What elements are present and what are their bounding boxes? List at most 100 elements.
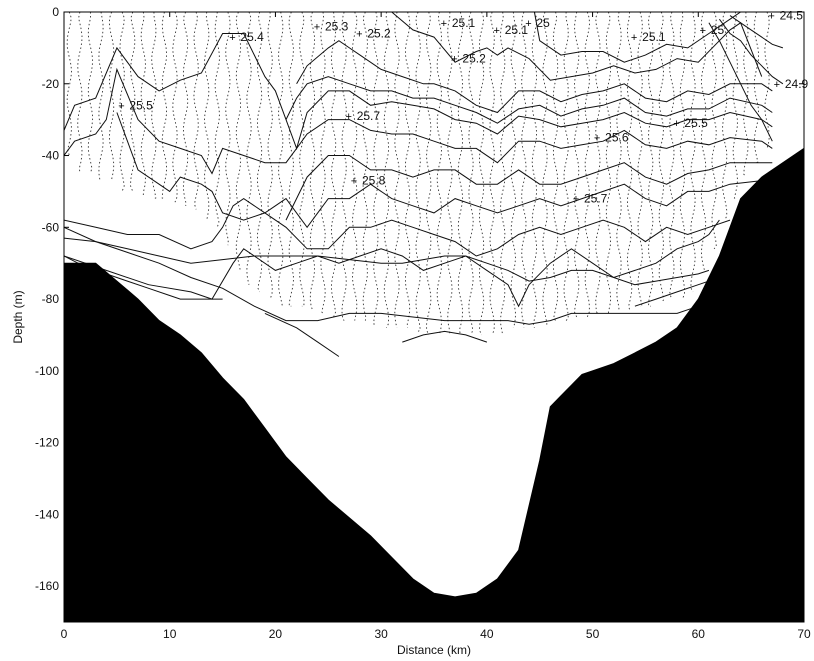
contour-label: 25.2 (462, 52, 486, 66)
cast-profile (670, 12, 674, 299)
x-tick-label: 30 (374, 627, 388, 641)
contour-line (64, 199, 730, 256)
cast-profile (173, 12, 177, 202)
contour-line (730, 16, 783, 48)
bathymetry (64, 148, 804, 622)
cast-profile (522, 12, 526, 328)
y-tick-label: -160 (35, 579, 59, 593)
cast-profile (723, 12, 727, 220)
contour-label-marker: + (441, 18, 447, 30)
x-tick-label: 70 (797, 627, 811, 641)
y-tick-label: -80 (42, 292, 60, 306)
contour-label-marker: + (118, 100, 124, 112)
x-tick-label: 60 (692, 627, 706, 641)
cast-profile (553, 12, 557, 321)
cast-profile (88, 12, 92, 174)
cast-profile (564, 12, 568, 321)
cast-profile (617, 12, 621, 310)
y-tick-label: -60 (42, 220, 60, 234)
cast-profile (585, 12, 589, 317)
cast-profile (353, 12, 357, 321)
y-tick-label: -40 (42, 149, 60, 163)
contour-label-marker: + (314, 21, 320, 33)
contour-label: 25.8 (362, 174, 386, 188)
contour-line (297, 41, 773, 113)
contour-label: 25.1 (505, 23, 529, 37)
x-tick-label: 50 (586, 627, 600, 641)
cast-profile (405, 12, 409, 328)
contour-label: 25.5 (129, 98, 153, 112)
cast-profile (427, 12, 431, 335)
contour-label-marker: + (229, 32, 235, 44)
contour-label-marker: + (573, 194, 579, 206)
y-axis-title: Depth (m) (11, 290, 25, 343)
cast-profile (680, 12, 684, 299)
cast-profiles (67, 12, 769, 335)
contour-label-marker: + (594, 133, 600, 145)
y-tick-label: -140 (35, 507, 59, 521)
cast-profile (289, 12, 293, 306)
contour-label: 25.2 (367, 27, 391, 41)
cast-profile (279, 12, 283, 306)
cast-profile (691, 12, 695, 292)
cast-profile (701, 12, 705, 270)
contour-label-marker: + (345, 111, 351, 123)
seabed (64, 148, 804, 622)
contour-label: 25.1 (642, 30, 666, 44)
cast-profile (257, 12, 261, 292)
y-tick-label: 0 (52, 5, 59, 19)
cast-profile (236, 12, 240, 270)
contour-label-marker: + (631, 32, 637, 44)
cast-profile (416, 12, 420, 331)
cast-profile (226, 12, 230, 245)
contour-line (402, 331, 487, 342)
cast-profile (395, 12, 399, 328)
contour-label-marker: + (700, 25, 706, 37)
contour-label: 25.4 (240, 30, 264, 44)
contour-lines (64, 12, 783, 357)
contour-label: 25.1 (452, 16, 476, 30)
contour-label-marker: + (493, 25, 499, 37)
contour-label: 25.6 (605, 131, 629, 145)
cast-profile (575, 12, 579, 317)
x-tick-label: 0 (61, 627, 68, 641)
contour-label: 24.9 (785, 77, 809, 91)
cast-profile (733, 12, 737, 199)
cast-profile (511, 12, 515, 328)
contour-label: 25.7 (584, 192, 608, 206)
contour-label: 24.5 (780, 9, 804, 23)
contour-label-marker: + (356, 29, 362, 41)
contour-line (265, 313, 339, 356)
contour-label-marker: + (673, 118, 679, 130)
y-tick-label: -100 (35, 364, 59, 378)
cast-profile (162, 12, 166, 199)
cast-profile (543, 12, 547, 324)
cast-profile (606, 12, 610, 313)
contour-label: 25.3 (325, 19, 349, 33)
y-tick-label: -20 (42, 77, 60, 91)
cast-profile (78, 12, 82, 174)
cast-profile (649, 12, 653, 306)
contour-label: 25.5 (684, 116, 708, 130)
cast-profile (342, 12, 346, 321)
cast-profile (501, 12, 505, 335)
cast-profile (183, 12, 187, 206)
cast-profile (374, 12, 378, 324)
contour-label-marker: + (451, 54, 457, 66)
contour-line (719, 19, 783, 84)
x-tick-label: 10 (163, 627, 177, 641)
x-tick-label: 40 (480, 627, 494, 641)
contour-label: 25 (711, 23, 725, 37)
contour-label-marker: + (351, 176, 357, 188)
contour-label-marker: + (774, 79, 780, 91)
contour-line (392, 12, 762, 80)
cast-profile (99, 12, 103, 181)
cast-profile (627, 12, 631, 310)
cast-profile (437, 12, 441, 335)
contour-line (534, 12, 740, 62)
x-tick-label: 20 (269, 627, 283, 641)
x-axis-title: Distance (km) (397, 643, 471, 657)
cast-profile (194, 12, 198, 209)
contour-line (286, 156, 772, 221)
